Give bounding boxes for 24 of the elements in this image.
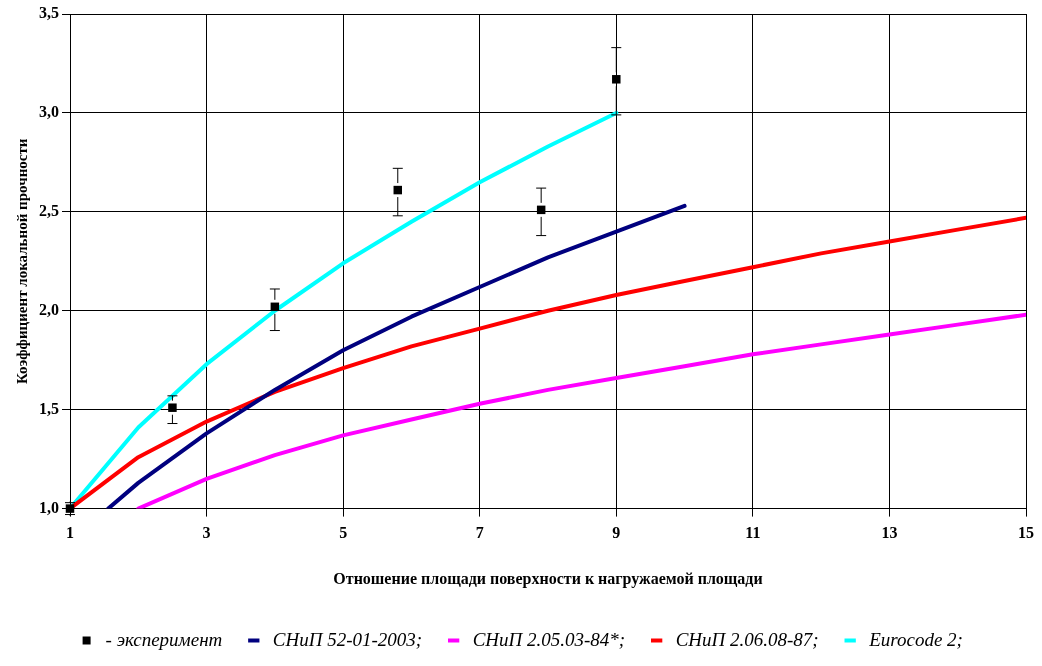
legend-label: СНиП 2.05.03-84*; bbox=[472, 628, 626, 650]
y-tick-label: 1,5 bbox=[39, 399, 59, 417]
point bbox=[65, 504, 75, 513]
x-tick-label: 15 bbox=[1018, 524, 1034, 542]
point bbox=[168, 403, 177, 412]
legend-label: Eurocode 2; bbox=[868, 628, 963, 650]
y-tick-label: 3,0 bbox=[39, 103, 59, 121]
x-tick-label: 5 bbox=[339, 524, 348, 542]
y-tick-label: 3,5 bbox=[39, 4, 59, 22]
y-tick-label: 2,0 bbox=[39, 300, 59, 318]
x-tick-label: 1 bbox=[66, 524, 74, 542]
y-tick-label: 1,0 bbox=[39, 498, 59, 516]
y-axis-title: Коэффициент локальной прочности bbox=[13, 138, 30, 385]
x-tick-label: 9 bbox=[612, 524, 621, 542]
x-axis-title: Отношение площади поверхности к нагружаемой площади bbox=[333, 569, 763, 588]
legend-label: СНиП 52-01-2003; bbox=[272, 628, 423, 650]
x-tick-label: 13 bbox=[881, 524, 898, 542]
legend-label: - эксперимент bbox=[105, 628, 223, 650]
legend-label: СНиП 2.06.08-87; bbox=[675, 628, 819, 650]
x-tick-label: 11 bbox=[745, 524, 761, 542]
x-tick-label: 3 bbox=[202, 524, 211, 542]
point bbox=[612, 75, 621, 84]
y-tick-label: 2,5 bbox=[39, 201, 59, 219]
x-tick-label: 7 bbox=[475, 524, 484, 542]
